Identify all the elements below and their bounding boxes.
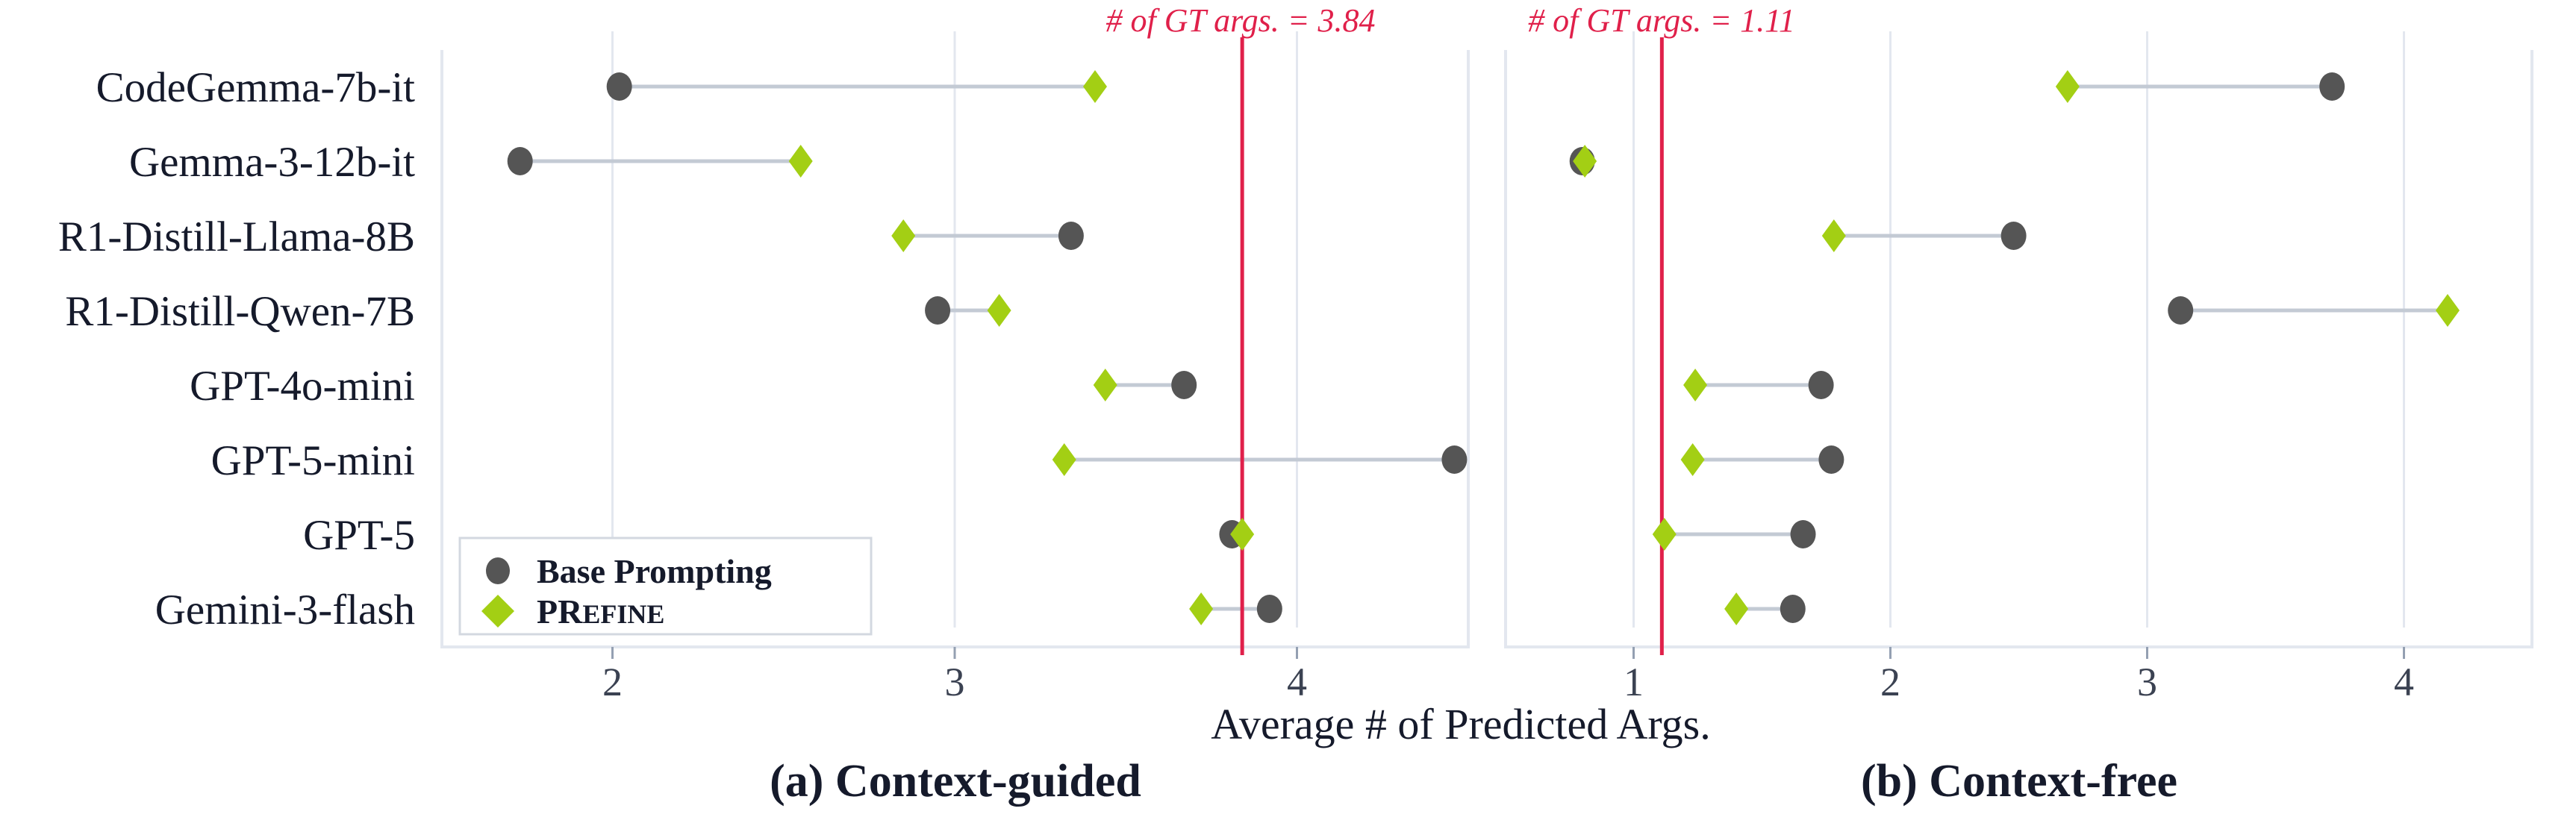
base-prompting-marker [1790,520,1816,548]
y-label-r1-qwen: R1-Distill-Qwen-7B [65,288,415,335]
prefine-marker [1724,592,1749,625]
y-label-gpt5: GPT-5 [303,512,415,559]
base-prompting-marker [925,296,951,325]
prefine-marker [1052,443,1076,476]
y-label-gemma3: Gemma-3-12b-it [129,139,415,186]
x-tick-label: 4 [1287,660,1307,704]
base-prompting-marker [1171,371,1197,399]
panel-a-gt-annotation: # of GT args. = 3.84 [1106,2,1376,39]
panel-context-guided: 2 3 4 # of GT args. = 3.84 (a) Context-gui… [440,2,1470,807]
prefine-marker [1189,592,1214,625]
prefine-marker [1680,443,1705,476]
panel-context-free: 1 2 3 4 # of GT args. = 1.11 (b) Context-fr… [1504,2,2533,807]
panel-a-x-ticks: 2 3 4 [602,647,1307,704]
prefine-marker [1230,518,1255,551]
legend-circle-icon [486,557,510,584]
base-prompting-marker [1441,445,1468,474]
prefine-marker [891,219,916,252]
prefine-marker [1093,369,1117,401]
base-prompting-marker [2168,296,2194,325]
prefine-marker [1082,70,1107,103]
y-axis-labels: CodeGemma-7b-it Gemma-3-12b-it R1-Distil… [58,64,415,634]
legend: Base Prompting PREFINE [458,536,873,636]
base-prompting-marker [2319,72,2345,101]
base-prompting-marker [1058,222,1084,250]
prefine-marker [788,145,813,178]
base-prompting-marker [507,147,533,175]
panel-b-gt-annotation: # of GT args. = 1.11 [1528,2,1795,39]
panel-frame [1504,50,2533,648]
y-label-gemini3-flash: Gemini-3-flash [155,586,415,634]
prefine-marker [2435,294,2460,327]
panel-b-caption: (b) Context-free [1861,756,2177,807]
panel-b-connectors [1582,84,2448,611]
prefine-marker [1683,369,1708,401]
x-axis-title: Average # of Predicted Args. [1211,700,1711,748]
prefine-marker [1652,518,1677,551]
y-label-codegemma: CodeGemma-7b-it [96,64,416,111]
prefine-marker [987,294,1011,327]
x-tick-label: 3 [945,660,965,704]
panel-b-x-ticks: 1 2 3 4 [1624,647,2414,704]
base-prompting-marker [1256,595,1282,623]
y-label-gpt4o-mini: GPT-4o-mini [190,363,415,410]
base-prompting-marker [1780,595,1806,623]
base-prompting-marker [1818,445,1844,474]
panel-a-gridlines [611,31,1298,628]
base-prompting-marker [2000,222,2027,250]
legend-prefine-label: PREFINE [537,592,664,631]
panel-a-connectors [520,84,1455,611]
x-tick-label: 1 [1624,660,1644,704]
legend-diamond-icon [481,595,514,628]
panel-b-gridlines [1632,31,2405,628]
legend-prefine-lead: PR [537,592,583,631]
x-tick-label: 4 [2394,660,2414,704]
x-tick-label: 3 [2137,660,2157,704]
panel-b-markers [1569,70,2460,625]
y-label-r1-llama: R1-Distill-Llama-8B [58,213,415,260]
x-tick-label: 2 [1880,660,1900,704]
panel-a-caption: (a) Context-guided [770,756,1141,807]
prefine-marker [1573,145,1597,178]
prefine-marker [1821,219,1846,252]
panel-b-frame [1504,50,2533,648]
legend-prefine-rest: EFINE [582,599,664,629]
y-label-gpt5-mini: GPT-5-mini [211,437,415,484]
base-prompting-marker [1808,371,1834,399]
panel-a-markers [507,70,1468,625]
base-prompting-marker [606,72,632,101]
legend-base-label: Base Prompting [537,552,772,590]
legend-box [458,536,873,636]
prefine-marker [2055,70,2080,103]
x-tick-label: 2 [602,660,623,704]
